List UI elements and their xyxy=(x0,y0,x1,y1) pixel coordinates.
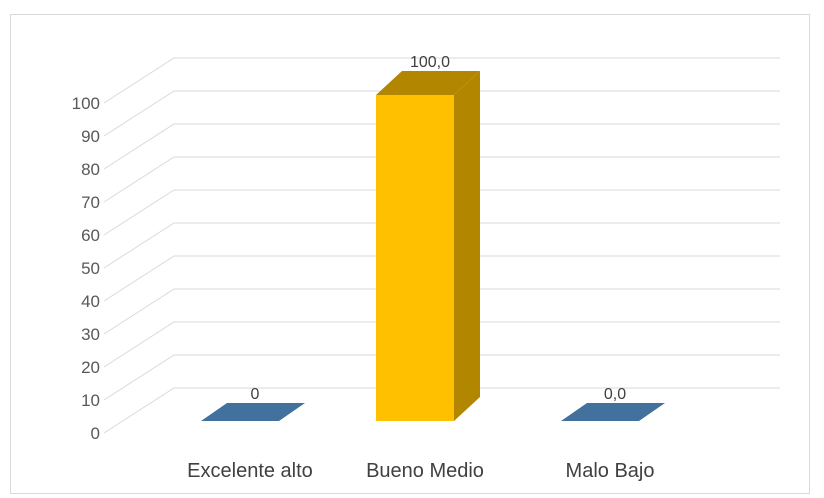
y-tick-label: 10 xyxy=(81,391,100,410)
bar-front xyxy=(376,95,454,421)
y-tick-label: 30 xyxy=(81,325,100,344)
y-tick-label: 90 xyxy=(81,127,100,146)
y-tick-label: 70 xyxy=(81,193,100,212)
gridlines xyxy=(103,57,780,434)
bar-1 xyxy=(201,403,305,421)
y-tick-label: 60 xyxy=(81,226,100,245)
y-tick-label: 40 xyxy=(81,292,100,311)
category-label: Bueno Medio xyxy=(366,460,484,482)
gridline xyxy=(103,90,780,137)
category-label: Excelente alto xyxy=(187,460,313,482)
data-label: 100,0 xyxy=(410,54,450,71)
bars xyxy=(201,71,665,421)
bar-side xyxy=(454,71,480,421)
bar-flat xyxy=(201,403,305,421)
bar-3 xyxy=(561,403,665,421)
bar-2 xyxy=(376,71,480,421)
y-axis-ticks: 0 10 20 30 40 50 60 70 80 90 100 xyxy=(72,94,100,443)
gridline xyxy=(103,387,780,434)
gridline xyxy=(103,354,780,401)
data-label: 0 xyxy=(251,386,260,403)
gridline xyxy=(103,156,780,203)
y-tick-label: 100 xyxy=(72,94,100,113)
gridline xyxy=(103,288,780,335)
category-label: Malo Bajo xyxy=(566,460,655,482)
data-labels: 0 100,0 0,0 xyxy=(251,54,627,403)
gridline xyxy=(103,189,780,236)
bar-flat xyxy=(561,403,665,421)
y-tick-label: 0 xyxy=(91,424,100,443)
bar-top xyxy=(376,71,480,95)
category-labels: Excelente alto Bueno Medio Malo Bajo xyxy=(187,460,654,482)
y-tick-label: 80 xyxy=(81,160,100,179)
gridline xyxy=(103,321,780,368)
gridline xyxy=(103,222,780,269)
gridline xyxy=(103,255,780,302)
y-tick-label: 20 xyxy=(81,358,100,377)
y-tick-label: 50 xyxy=(81,259,100,278)
gridline xyxy=(103,57,780,104)
data-label: 0,0 xyxy=(604,386,626,403)
gridline xyxy=(103,123,780,170)
